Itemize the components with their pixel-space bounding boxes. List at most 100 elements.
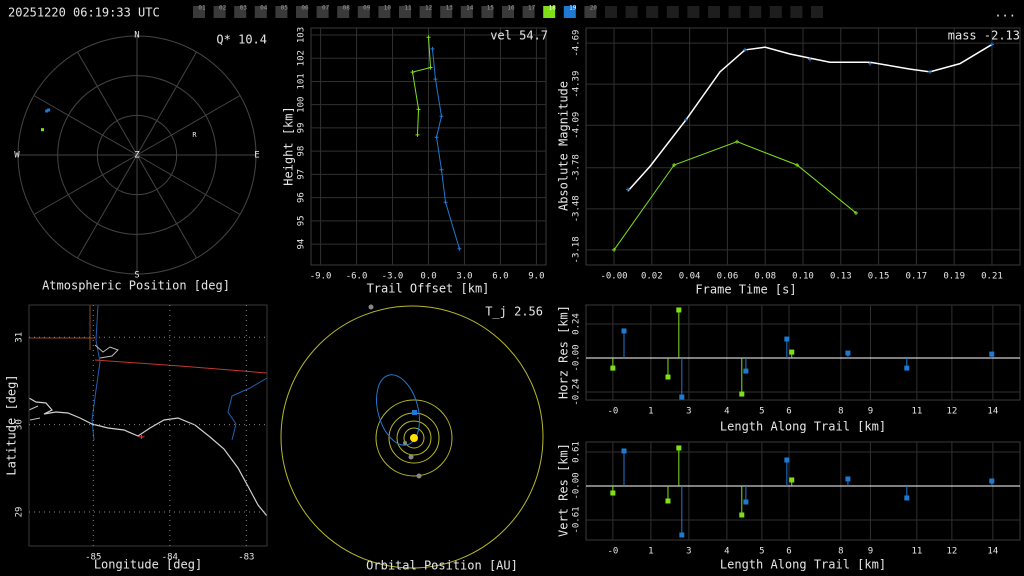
tab-empty[interactable] (687, 6, 700, 18)
direction-label: S (134, 271, 139, 281)
point-marker (795, 162, 800, 167)
tab-label[interactable]: 20 (590, 5, 598, 12)
y-tick-label: 102 (297, 50, 307, 66)
tab[interactable] (460, 6, 473, 18)
point-marker (416, 107, 421, 112)
tab-empty[interactable] (769, 6, 782, 18)
tab-label[interactable]: 03 (240, 5, 248, 12)
x-tick-label: 0.21 (981, 272, 1003, 282)
tab[interactable] (481, 6, 494, 18)
tab[interactable] (440, 6, 453, 18)
tab-label[interactable]: 06 (301, 5, 309, 12)
chart-title: Orbital Position [AU] (366, 559, 518, 573)
timestamp: 20251220 06:19:33 UTC (8, 6, 160, 20)
tab-label[interactable]: 10 (384, 5, 392, 12)
menu[interactable]: ... (994, 6, 1016, 20)
tab-label[interactable]: 19 (569, 5, 577, 12)
x-axis-label: Length Along Trail [km] (720, 420, 886, 434)
tab-empty[interactable] (811, 6, 823, 18)
tab[interactable] (399, 6, 411, 18)
x-tick-label: 8 (838, 407, 843, 417)
point-marker (742, 47, 747, 52)
residual-point (665, 498, 671, 504)
sky-point (45, 109, 49, 113)
tab-label[interactable]: 15 (487, 5, 495, 12)
point-marker (989, 42, 994, 47)
tab-label[interactable]: 02 (219, 5, 227, 12)
tab-empty[interactable] (728, 6, 741, 18)
y-tick-label: -3.78 (572, 154, 582, 181)
x-tick-label: 4 (724, 407, 729, 417)
tab[interactable] (193, 6, 205, 18)
tab-empty[interactable] (646, 6, 659, 18)
tab[interactable] (419, 6, 432, 18)
x-tick-label: 6 (786, 547, 791, 557)
residual-point (676, 307, 682, 313)
polar-spoke (136, 154, 197, 259)
tab-empty[interactable] (666, 6, 679, 18)
tab-label[interactable]: 01 (198, 5, 206, 12)
tab[interactable] (378, 6, 391, 18)
x-tick-label: -84 (162, 553, 178, 563)
tab[interactable] (563, 6, 576, 18)
tab[interactable] (275, 6, 288, 18)
plot-frame (585, 441, 1021, 541)
tab[interactable] (584, 6, 597, 18)
tab-empty[interactable] (749, 6, 762, 18)
residual-point (679, 394, 685, 400)
tab-empty[interactable] (605, 6, 617, 18)
point-marker (734, 139, 739, 144)
tab[interactable] (254, 6, 267, 18)
tab[interactable] (522, 6, 535, 18)
polar-spoke (136, 154, 241, 215)
tab[interactable] (337, 6, 350, 18)
tab-label[interactable]: 13 (446, 5, 454, 12)
point-marker (430, 46, 435, 51)
tab[interactable] (213, 6, 226, 18)
tab-label[interactable]: 12 (425, 5, 433, 12)
point-marker (625, 187, 630, 192)
residual-point (904, 365, 910, 371)
tab-label[interactable]: 16 (507, 5, 515, 12)
tab-empty[interactable] (708, 6, 720, 18)
tab-empty[interactable] (790, 6, 803, 18)
point-marker (927, 69, 932, 74)
tab-label[interactable]: 14 (466, 5, 474, 12)
annotation: mass -2.13 (948, 29, 1020, 43)
tab-label[interactable]: 08 (343, 5, 351, 12)
sky-point (47, 108, 51, 112)
y-tick-label: 101 (297, 73, 307, 89)
point-marker (434, 135, 439, 140)
y-tick-label: -4.39 (572, 71, 582, 98)
tab-label[interactable]: 17 (528, 5, 536, 12)
tab-label[interactable]: 09 (363, 5, 371, 12)
tab[interactable] (543, 6, 556, 18)
y-axis-label: Absolute Magnitude (557, 81, 571, 211)
y-tick-label: -3.48 (572, 195, 582, 222)
tab-empty[interactable] (625, 6, 638, 18)
tab-label[interactable]: 07 (322, 5, 330, 12)
tab[interactable] (234, 6, 247, 18)
tab-label[interactable]: 11 (404, 5, 412, 12)
point-marker (433, 77, 438, 82)
y-tick-label: 96 (297, 192, 307, 203)
x-tick-label: 9.0 (528, 272, 544, 282)
tab[interactable] (357, 6, 370, 18)
tab-label[interactable]: 05 (281, 5, 289, 12)
x-tick-label: -3.0 (382, 272, 404, 282)
y-tick-label: 29 (15, 507, 25, 518)
tab[interactable] (502, 6, 514, 18)
y-axis-label: Horz Res [km] (557, 305, 571, 399)
x-tick-label: 0.06 (717, 272, 739, 282)
tab-label[interactable]: 18 (549, 5, 557, 12)
tab[interactable] (296, 6, 308, 18)
x-axis-label: Length Along Trail [km] (720, 558, 886, 572)
residual-point (789, 477, 795, 483)
y-tick-label: 103 (297, 27, 307, 43)
x-tick-label: 5 (759, 407, 764, 417)
tab[interactable] (316, 6, 329, 18)
tab-label[interactable]: 04 (260, 5, 268, 12)
polar-spoke (33, 95, 138, 156)
point-marker (672, 162, 677, 167)
residual-point (845, 476, 851, 482)
